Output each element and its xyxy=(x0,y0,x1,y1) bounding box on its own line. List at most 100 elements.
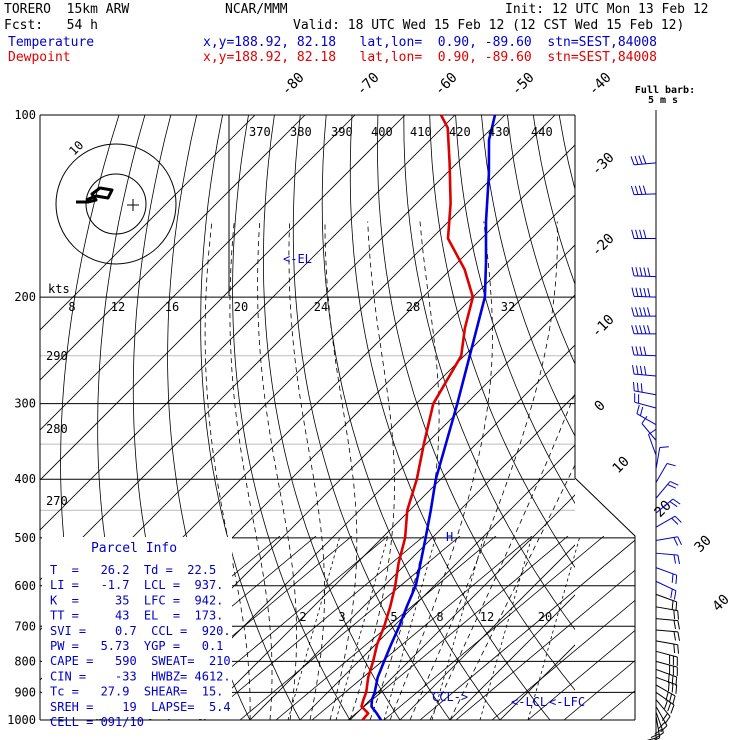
lower-skew-line xyxy=(275,536,497,720)
wind-barb-flag xyxy=(631,346,635,356)
wind-barb-staff xyxy=(634,401,657,409)
wind-barb-flag xyxy=(639,325,643,334)
wind-barb-staff xyxy=(633,354,657,357)
wind-barb-staff xyxy=(655,593,677,603)
wind-barb-staff xyxy=(641,423,657,441)
moist-adiabat-line xyxy=(429,392,575,720)
theta-label: 390 xyxy=(331,125,353,139)
wind-barb-staff xyxy=(655,676,677,686)
temperature-curve xyxy=(370,114,497,721)
dry-adiabat-line xyxy=(403,115,575,631)
pressure-tick-label: 800 xyxy=(14,654,36,668)
barb-unit: 5 m s xyxy=(648,95,678,106)
lower-panel-edge xyxy=(574,477,636,720)
wind-barb-flag xyxy=(675,601,678,611)
wind-barb-staff xyxy=(633,193,657,196)
wind-barb-flag xyxy=(636,365,639,375)
wind-barb-flag xyxy=(666,463,676,467)
wind-barb-flag xyxy=(643,325,647,334)
wind-barb-staff xyxy=(636,413,657,426)
mixing-ratio-line xyxy=(383,536,437,720)
isotherm-label: -70 xyxy=(354,70,383,99)
theta-label: 290 xyxy=(46,349,68,363)
wind-barb-staff xyxy=(655,660,678,668)
wind-barb-flag xyxy=(635,307,639,317)
isotherm-line xyxy=(40,115,256,331)
parcel-info-row: LI = -1.7 LCL = 937. xyxy=(50,578,223,592)
wind-barb-flag xyxy=(675,684,678,694)
wind-barb-flag xyxy=(635,267,639,277)
theta-e-label: 20 xyxy=(234,300,248,314)
isotherm-line xyxy=(40,115,406,481)
dry-adiabat-line xyxy=(232,115,351,720)
isotherm-line xyxy=(40,115,356,431)
dry-adiabat-line xyxy=(349,115,551,720)
mixing-ratio-label: 12 xyxy=(480,610,494,624)
wind-barb-flag xyxy=(668,693,673,703)
wind-barb-flag xyxy=(677,536,682,546)
dewpoint-curve xyxy=(360,114,475,721)
parcel-info-row: SREH = 19 LAPSE= 5.4 xyxy=(50,700,231,714)
wind-barb-flag xyxy=(635,287,639,297)
wind-barb-flag xyxy=(647,325,651,334)
wind-barb-flag xyxy=(642,185,647,195)
dry-adiabat-line xyxy=(558,115,575,191)
theta-e-label: 32 xyxy=(501,300,515,314)
wind-barb-flag xyxy=(660,725,668,733)
mixing-ratio-label: 8 xyxy=(436,610,443,624)
lower-skew-line xyxy=(527,629,635,720)
hodograph-kts-label: kts xyxy=(48,282,70,296)
wind-barb-flag xyxy=(648,428,657,435)
parcel-info-row: CELL = 091/10 xyxy=(50,715,144,729)
mixing-ratio-line xyxy=(335,536,389,720)
wind-barb-flag xyxy=(643,267,647,277)
wind-barb-flag xyxy=(639,267,643,277)
wind-barb-staff xyxy=(633,295,657,298)
wind-barb-flag xyxy=(664,700,668,709)
dry-adiabat-line xyxy=(321,115,501,720)
hodograph: 10 kts xyxy=(48,138,177,296)
pressure-tick-label: 1000 xyxy=(7,713,36,727)
lower-skew-line xyxy=(203,536,425,720)
wind-barb-staff xyxy=(655,699,671,717)
parcel-info-panel: Parcel Info T = 26.2 Td = 22.5LI = -1.7 L… xyxy=(42,537,232,729)
wind-barb-flag xyxy=(641,415,648,424)
isotherm-label: -40 xyxy=(586,70,615,99)
isotherm-label: -80 xyxy=(279,70,308,99)
dry-adiabat-line xyxy=(481,115,575,437)
barb-title: Full barb: xyxy=(635,85,695,96)
wind-barb-flag xyxy=(632,365,635,375)
wind-barb-flag xyxy=(643,287,647,297)
wind-barb-flag xyxy=(636,404,640,414)
mixing-ratio-label: 2 xyxy=(299,610,306,624)
theta-e-label: 28 xyxy=(406,300,420,314)
wind-barb-flag xyxy=(631,325,635,334)
wind-barb-staff xyxy=(648,434,657,456)
isotherm-line xyxy=(40,115,456,531)
wind-barb-flag xyxy=(667,682,670,692)
wind-barb-flag xyxy=(673,537,679,546)
wind-barb-staff xyxy=(655,629,678,633)
dry-adiabat-line xyxy=(506,115,575,365)
sounding-curves xyxy=(360,114,497,721)
isotherm-label: -50 xyxy=(509,70,538,99)
pressure-tick-label: 600 xyxy=(14,579,36,593)
pressure-tick-label: 500 xyxy=(14,531,36,545)
theta-label: 420 xyxy=(449,125,471,139)
isotherm-label: 30 xyxy=(692,533,715,556)
theta-label: 270 xyxy=(46,494,68,508)
lower-skew-line xyxy=(347,536,569,720)
moist-adiabat-line xyxy=(288,221,326,720)
wind-barb-flag xyxy=(677,644,679,654)
theta-e-label: 8 xyxy=(68,300,75,314)
wind-barb-flag xyxy=(630,185,635,195)
pressure-tick-label: 700 xyxy=(14,619,36,633)
wind-barb-flag xyxy=(671,600,674,610)
isotherm-label: -60 xyxy=(432,70,461,99)
isotherm-line xyxy=(199,344,575,720)
mixing-ratio-label: 20 xyxy=(538,610,552,624)
h-marker: H xyxy=(446,530,453,544)
wind-barb-flag xyxy=(670,704,675,714)
dry-adiabat-line xyxy=(263,115,401,720)
wind-barb-flag xyxy=(643,346,647,356)
